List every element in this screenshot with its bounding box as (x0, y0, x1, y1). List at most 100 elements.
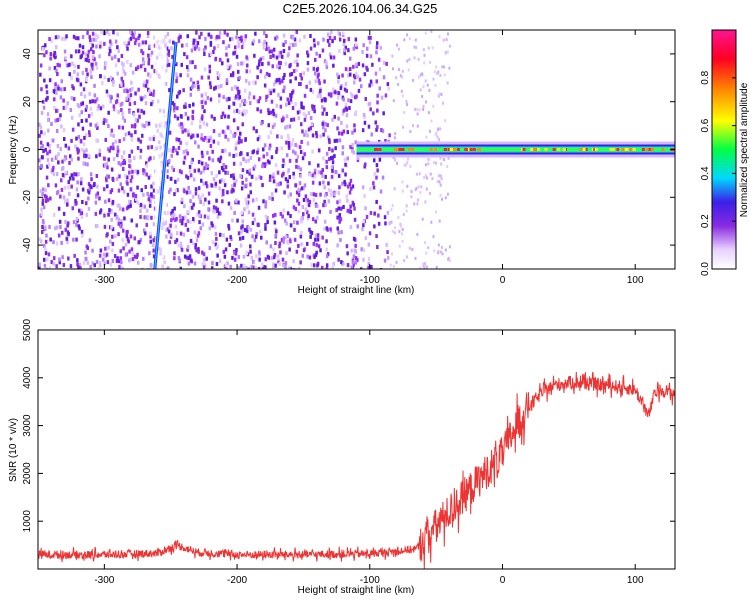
noise-cell (243, 37, 247, 42)
noise-cell (90, 47, 93, 52)
noise-cell (319, 93, 322, 98)
noise-cell (112, 30, 115, 35)
noise-cell (105, 118, 108, 123)
noise-cell (289, 72, 292, 77)
noise-cell (249, 249, 252, 254)
noise-cell (107, 198, 111, 203)
noise-cell (130, 149, 134, 154)
noise-cell (210, 171, 213, 176)
noise-cell (122, 69, 126, 74)
noise-cell (304, 130, 308, 134)
noise-cell (245, 69, 248, 74)
noise-cell (178, 169, 182, 174)
noise-cell (331, 168, 334, 173)
noise-cell (287, 101, 291, 106)
noise-cell (142, 192, 145, 197)
noise-cell (324, 97, 327, 102)
noise-cell (63, 49, 67, 54)
tail-cell (393, 136, 396, 140)
noise-cell (342, 42, 346, 47)
tail-cell (435, 210, 438, 214)
noise-cell (349, 99, 353, 104)
noise-cell (269, 110, 273, 115)
noise-cell (372, 181, 375, 186)
tail-cell (415, 172, 418, 176)
noise-cell (219, 211, 222, 216)
noise-cell (133, 236, 136, 241)
noise-cell (229, 129, 233, 134)
tail-cell (405, 99, 408, 103)
noise-cell (387, 86, 391, 91)
noise-cell (362, 43, 365, 48)
noise-cell (119, 102, 123, 107)
noise-cell (209, 97, 213, 102)
noise-cell (88, 187, 91, 192)
noise-cell (116, 71, 119, 76)
noise-cell (221, 129, 225, 134)
noise-cell (40, 163, 43, 168)
tail-cell (416, 202, 419, 206)
noise-cell (315, 134, 319, 139)
noise-cell (202, 48, 206, 53)
noise-cell (146, 208, 149, 213)
noise-cell (149, 239, 152, 244)
noise-cell (386, 210, 390, 215)
noise-cell (99, 210, 102, 215)
noise-cell (200, 161, 204, 166)
noise-cell (76, 180, 79, 185)
noise-cell (103, 261, 106, 266)
noise-cell (244, 34, 248, 39)
noise-cell (283, 218, 287, 223)
carrier-peak (393, 148, 397, 151)
noise-cell (325, 61, 328, 66)
noise-cell (306, 198, 309, 203)
tail-cell (411, 248, 414, 251)
noise-cell (197, 168, 200, 173)
noise-cell (55, 86, 58, 91)
noise-cell (198, 213, 201, 218)
noise-cell (170, 218, 173, 223)
noise-cell (341, 168, 344, 173)
noise-cell (148, 44, 151, 49)
noise-cell (129, 234, 133, 239)
noise-cell (355, 62, 358, 67)
noise-cell (115, 215, 118, 220)
noise-cell (232, 51, 235, 56)
noise-cell (315, 51, 318, 56)
noise-cell (128, 102, 132, 107)
noise-cell (356, 158, 360, 162)
noise-cell (114, 234, 117, 239)
noise-cell (229, 206, 233, 211)
noise-cell (48, 37, 51, 41)
noise-cell (178, 214, 182, 219)
noise-cell (334, 146, 337, 151)
noise-cell (104, 137, 107, 142)
tail-cell (401, 189, 404, 193)
noise-cell (120, 101, 124, 106)
noise-cell (367, 242, 371, 247)
noise-cell (292, 220, 296, 225)
noise-cell (61, 159, 64, 164)
tail-cell (447, 257, 450, 261)
noise-cell (144, 185, 147, 189)
tail-cell (423, 176, 426, 180)
noise-cell (276, 254, 280, 259)
noise-cell (309, 230, 312, 235)
noise-cell (326, 123, 329, 128)
noise-cell (259, 57, 262, 62)
noise-cell (351, 143, 354, 147)
noise-cell (70, 75, 73, 80)
noise-cell (147, 53, 150, 58)
noise-cell (188, 169, 192, 174)
noise-cell (351, 130, 354, 135)
noise-cell (272, 174, 275, 179)
noise-cell (109, 239, 112, 244)
carrier-peak (645, 148, 649, 151)
noise-cell (142, 83, 146, 88)
tail-cell (433, 249, 436, 253)
noise-cell (361, 185, 365, 190)
noise-cell (59, 147, 62, 152)
snr-xlabel: Height of straight line (km) (298, 585, 415, 596)
noise-cell (85, 118, 88, 123)
noise-cell (95, 154, 98, 159)
